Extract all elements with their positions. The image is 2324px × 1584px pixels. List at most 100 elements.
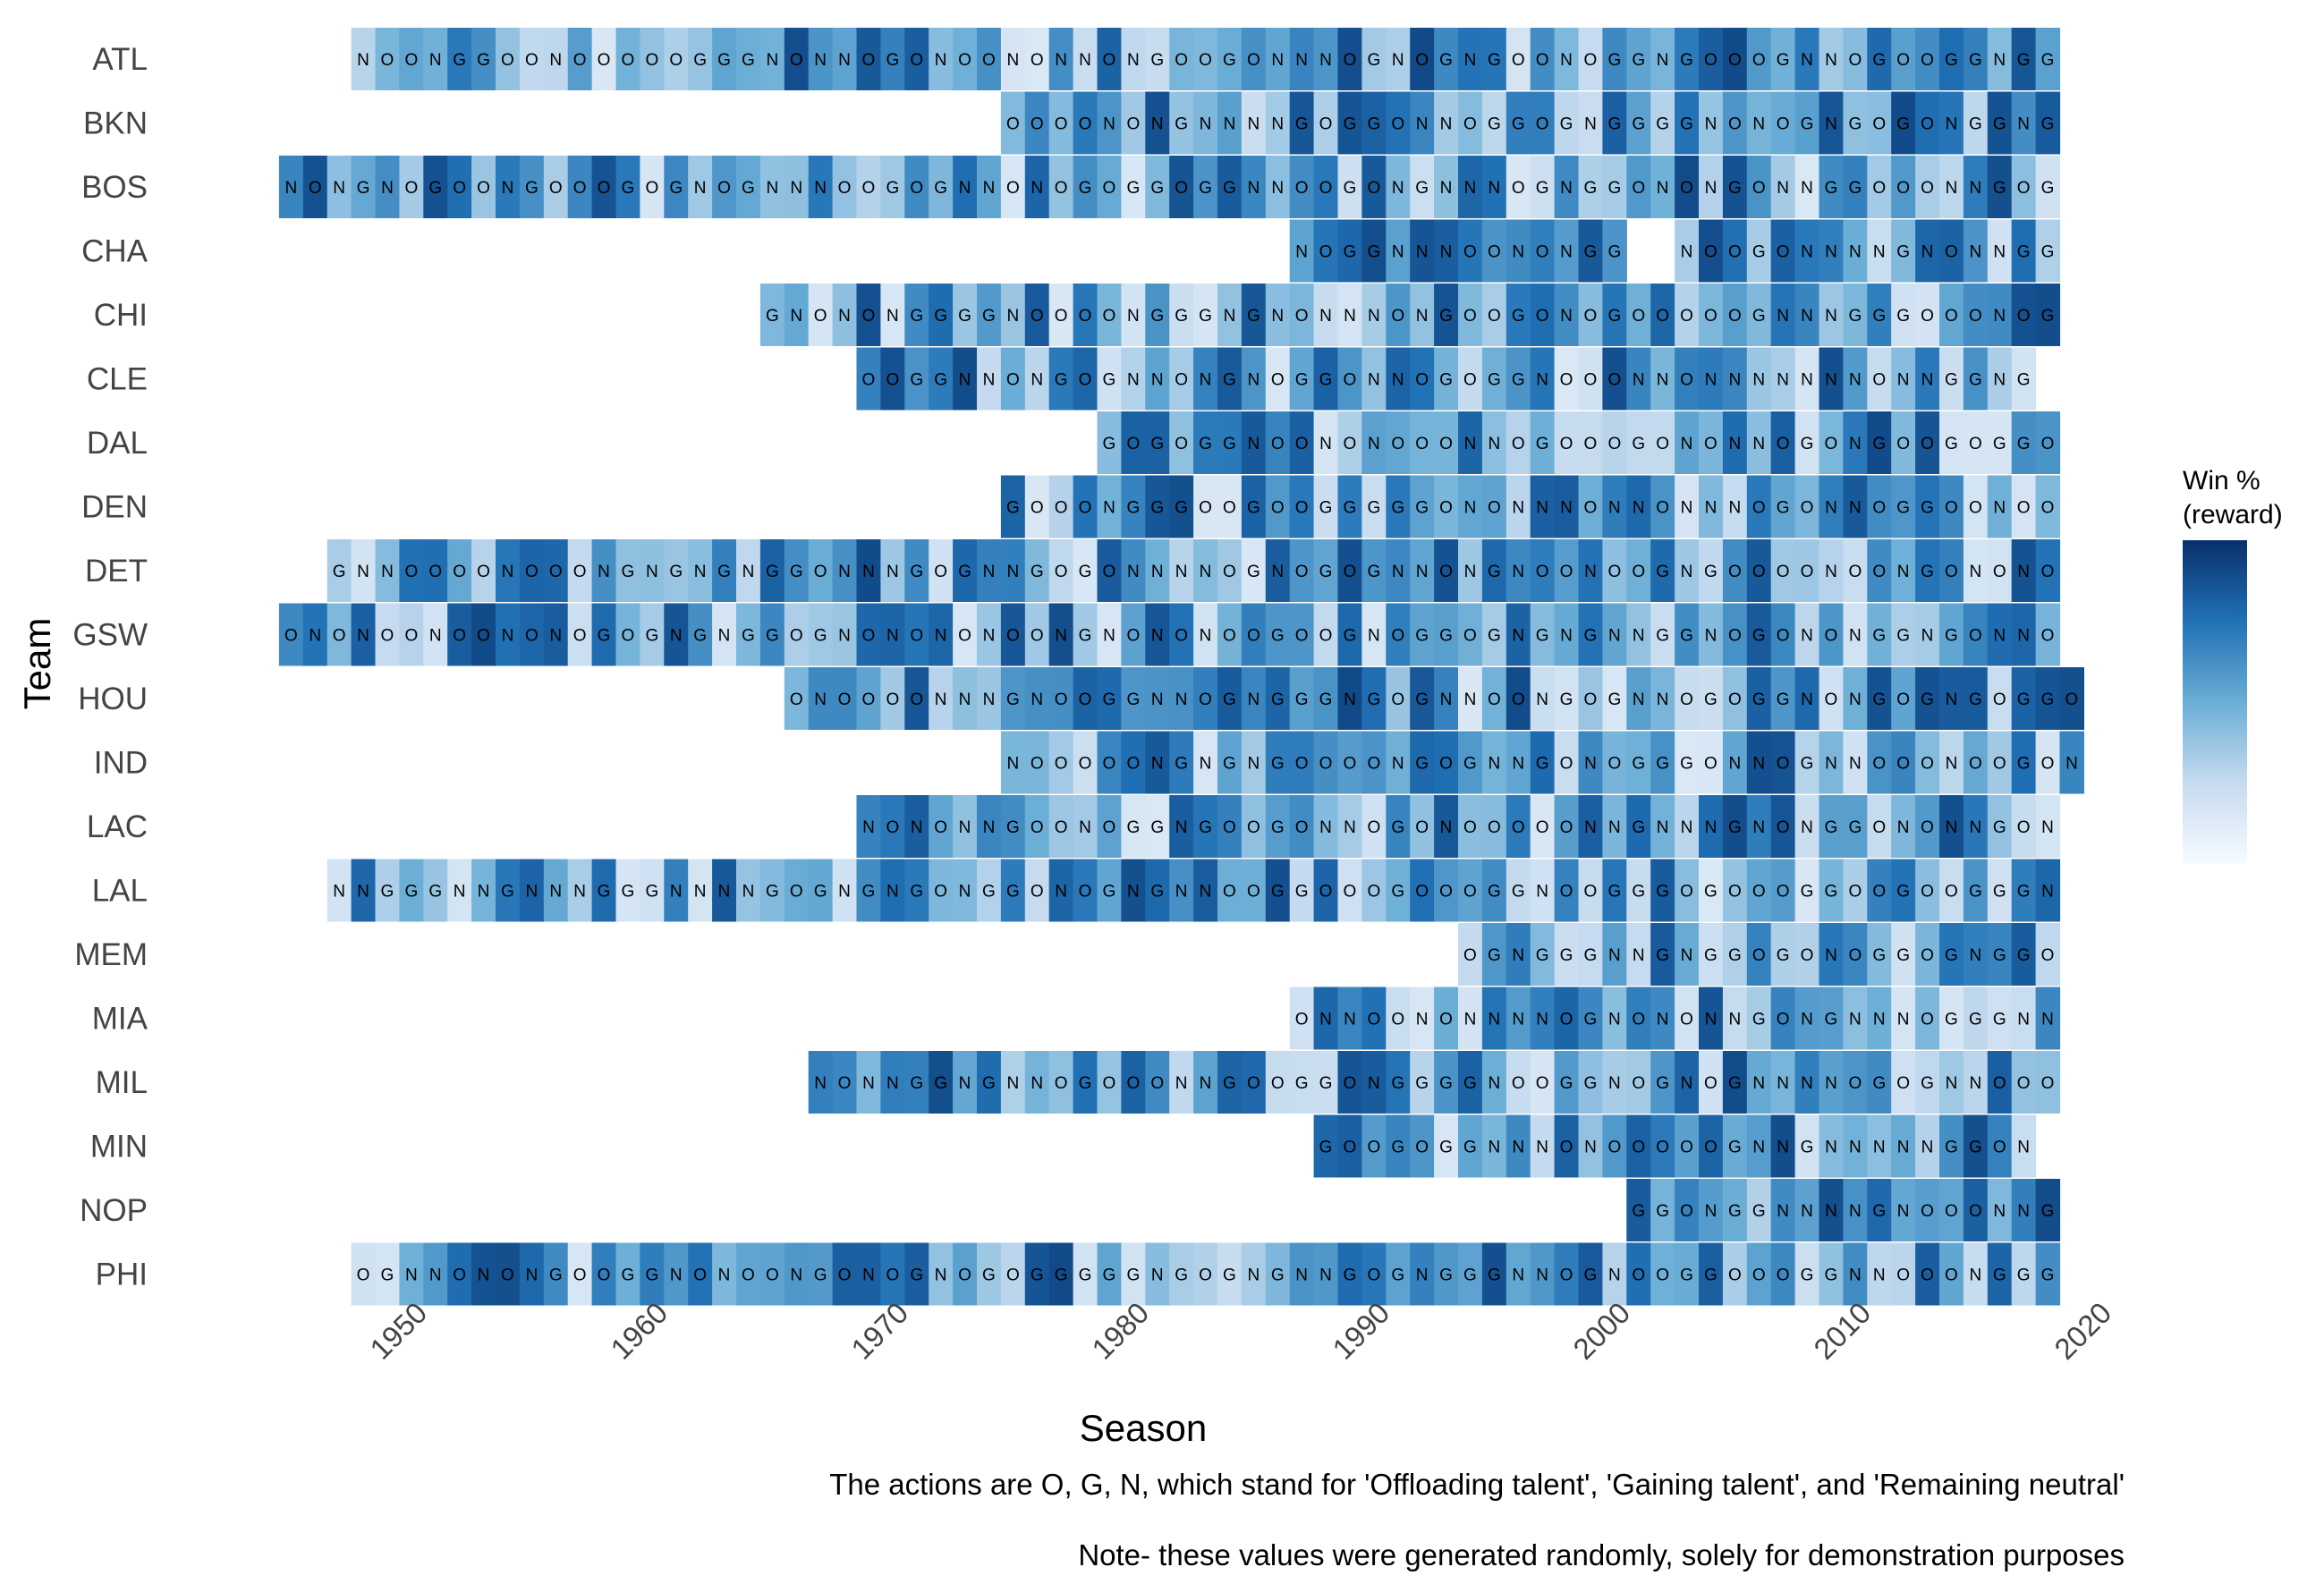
cell-action-label: N xyxy=(1392,179,1404,198)
cell-action-label: G xyxy=(1632,883,1645,902)
heatmap-cell xyxy=(1313,219,1339,283)
heatmap-cell xyxy=(1939,284,1964,346)
cell-action-label: O xyxy=(1921,755,1934,774)
heatmap-cell xyxy=(1073,156,1098,218)
cell-action-label: G xyxy=(1126,818,1140,837)
heatmap-cell xyxy=(1073,1242,1098,1306)
cell-action-label: G xyxy=(1872,1074,1886,1093)
cell-action-label: N xyxy=(646,563,658,581)
heatmap-cell xyxy=(1241,347,1267,411)
cell-action-label: G xyxy=(622,179,635,198)
cell-action-label: N xyxy=(1200,1074,1212,1093)
heatmap-cell xyxy=(1987,795,2013,858)
cell-action-label: O xyxy=(1536,115,1549,134)
cell-action-label: N xyxy=(1608,946,1621,965)
cell-action-label: G xyxy=(1945,1139,1958,1157)
heatmap-cell xyxy=(1843,28,1868,90)
cell-action-label: N xyxy=(1946,179,1958,198)
cell-action-label: N xyxy=(1777,179,1789,198)
cell-action-label: O xyxy=(622,51,635,70)
cell-action-label: O xyxy=(1728,563,1742,581)
cell-action-label: N xyxy=(1777,1074,1789,1093)
heatmap-cell xyxy=(1770,28,1796,90)
cell-action-label: G xyxy=(1632,435,1645,453)
heatmap-cell xyxy=(1121,411,1146,474)
heatmap-cell xyxy=(1963,91,1989,155)
heatmap-cell xyxy=(953,284,978,346)
heatmap-cell xyxy=(567,28,593,90)
cell-action-label: O xyxy=(1945,307,1958,326)
heatmap-cell xyxy=(1481,28,1507,90)
heatmap-cell xyxy=(1097,28,1122,90)
team-label-gsw: GSW xyxy=(72,618,148,653)
cell-action-label: G xyxy=(1391,1139,1404,1157)
cell-action-label: N xyxy=(1801,627,1813,646)
heatmap-cell xyxy=(784,859,810,922)
heatmap-cell xyxy=(278,156,304,218)
heatmap-cell xyxy=(1000,859,1026,922)
heatmap-cell xyxy=(1048,284,1074,346)
heatmap-cell xyxy=(1289,795,1315,858)
cell-action-label: N xyxy=(1536,883,1548,902)
cell-action-label: N xyxy=(1825,307,1837,326)
heatmap-cell xyxy=(1337,156,1362,218)
cell-action-label: O xyxy=(1295,1011,1309,1029)
cell-action-label: N xyxy=(1200,371,1212,390)
cell-action-label: N xyxy=(959,818,971,837)
heatmap-cell xyxy=(688,539,713,602)
heatmap-cell xyxy=(1145,284,1170,346)
heatmap-cell xyxy=(1217,1051,1243,1114)
heatmap-cell xyxy=(2011,1179,2037,1241)
heatmap-cell xyxy=(1650,1179,1675,1241)
heatmap-cell xyxy=(1554,156,1580,218)
heatmap-cell xyxy=(1626,795,1651,858)
cell-action-label: G xyxy=(598,883,611,902)
heatmap-cell xyxy=(1048,475,1074,538)
heatmap-cell xyxy=(351,859,377,922)
heatmap-cell xyxy=(1458,411,1483,474)
cell-action-label: G xyxy=(1223,179,1236,198)
heatmap-cell xyxy=(1241,731,1267,794)
heatmap-cell xyxy=(2035,91,2061,155)
heatmap-cell xyxy=(1819,475,1844,538)
cell-action-label: G xyxy=(1872,1202,1886,1221)
heatmap-cell xyxy=(1746,539,1772,602)
cell-action-label: G xyxy=(1656,883,1669,902)
cell-action-label: N xyxy=(429,627,442,646)
cell-action-label: N xyxy=(1536,1011,1548,1029)
cell-action-label: G xyxy=(1704,1266,1718,1285)
cell-action-label: O xyxy=(1993,690,2006,709)
cell-action-label: G xyxy=(1896,883,1910,902)
cell-action-label: O xyxy=(1247,627,1260,646)
heatmap-cell xyxy=(1265,475,1291,538)
cell-action-label: N xyxy=(959,690,971,709)
heatmap-cell xyxy=(1819,1179,1844,1241)
cell-action-label: O xyxy=(1223,818,1236,837)
cell-action-label: N xyxy=(1657,1011,1669,1029)
cell-action-label: O xyxy=(2041,435,2055,453)
heatmap-cell xyxy=(1410,667,1435,730)
cell-action-label: G xyxy=(958,563,971,581)
heatmap-cell xyxy=(1891,859,1916,922)
cell-action-label: N xyxy=(1825,115,1837,134)
heatmap-cell xyxy=(1024,475,1050,538)
heatmap-cell xyxy=(1699,1114,1724,1178)
heatmap-cell xyxy=(567,156,593,218)
cell-action-label: O xyxy=(1560,1266,1573,1285)
heatmap-cell xyxy=(904,795,929,858)
heatmap-cell xyxy=(1699,1051,1724,1114)
heatmap-cell xyxy=(2011,859,2037,922)
heatmap-cell xyxy=(1024,667,1050,730)
cell-action-label: O xyxy=(1704,307,1718,326)
heatmap-cell xyxy=(1626,1051,1651,1114)
heatmap-cell xyxy=(1410,219,1435,283)
heatmap-cell xyxy=(1458,923,1483,986)
cell-action-label: N xyxy=(1728,435,1741,453)
cell-action-label: O xyxy=(1921,435,1934,453)
heatmap-cell xyxy=(1699,156,1724,218)
cell-action-label: G xyxy=(766,307,779,326)
heatmap-cell xyxy=(1073,284,1098,346)
cell-action-label: G xyxy=(1391,1074,1404,1093)
heatmap-cell xyxy=(1530,795,1556,858)
cell-action-label: O xyxy=(1993,1074,2006,1093)
